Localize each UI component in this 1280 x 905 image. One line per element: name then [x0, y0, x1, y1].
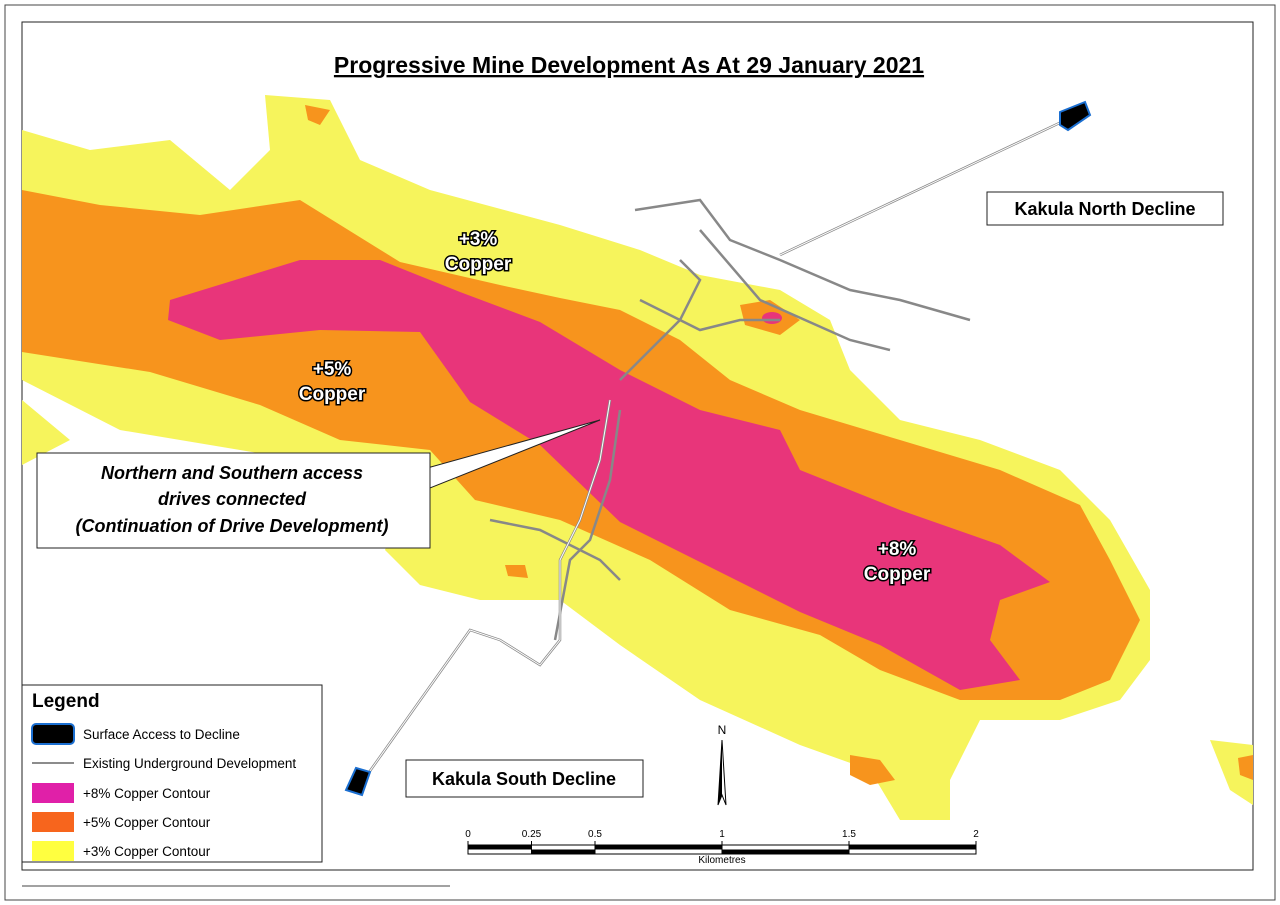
zone-metal: Copper	[864, 564, 931, 585]
decline-label: Kakula North Decline	[1014, 199, 1195, 219]
callout-line: drives connected	[158, 489, 307, 509]
scale-label: 0.25	[522, 829, 542, 840]
north-label: N	[718, 723, 727, 737]
underground-development	[344, 100, 1092, 797]
scale-segment	[595, 845, 722, 850]
legend-item: +3% Copper Contour	[83, 844, 211, 859]
scale-label: 1.5	[842, 829, 856, 840]
label-box	[986, 191, 1224, 226]
legend-item: +8% Copper Contour	[83, 786, 211, 801]
label-box	[405, 759, 644, 798]
map-title: Progressive Mine Development As At 29 Ja…	[334, 52, 924, 78]
scale-unit: Kilometres	[698, 855, 745, 866]
scale-segment	[849, 845, 976, 850]
legend-item: Surface Access to Decline	[83, 727, 240, 742]
scale-bar: 0 0.25 0.5 1 1.5 2 Kilometres	[465, 829, 979, 866]
zone-grade: +8%	[878, 539, 917, 560]
zone-metal: Copper	[445, 254, 512, 275]
scale-label: 1	[719, 829, 725, 840]
callout-line: (Continuation of Drive Development)	[75, 516, 388, 536]
legend-item: +5% Copper Contour	[83, 815, 211, 830]
legend: Legend Surface Access to Decline Existin…	[21, 684, 323, 863]
scale-segment	[722, 849, 849, 854]
callout-line: Northern and Southern access	[101, 463, 363, 483]
scale-label: 0	[465, 829, 471, 840]
north-arrow: N	[717, 723, 727, 806]
zone-grade: +5%	[313, 359, 352, 380]
scale-segment	[468, 845, 532, 850]
scale-label: 2	[973, 829, 979, 840]
legend-item: Existing Underground Development	[83, 756, 296, 771]
scale-label: 0.5	[588, 829, 602, 840]
legend-title: Legend	[32, 691, 100, 712]
decline-label: Kakula South Decline	[432, 769, 616, 789]
scale-segment	[531, 849, 595, 854]
zone-metal: Copper	[299, 384, 366, 405]
callout: Northern and Southern access drives conn…	[36, 419, 601, 549]
zone-grade: +3%	[459, 229, 498, 250]
